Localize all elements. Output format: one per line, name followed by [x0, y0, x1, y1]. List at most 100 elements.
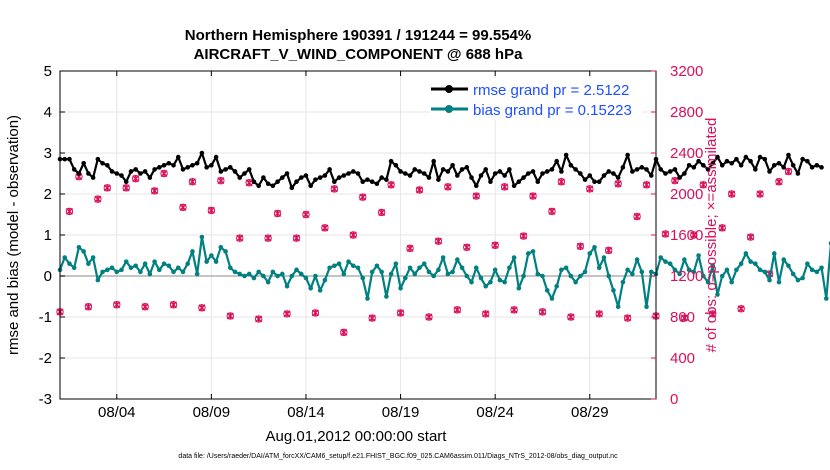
bias-point — [412, 271, 418, 277]
rmse-point — [696, 158, 701, 164]
bias-point — [469, 279, 474, 285]
rmse-point — [95, 156, 101, 162]
rmse-point — [525, 171, 531, 176]
rmse-point — [568, 163, 574, 168]
bias-point — [620, 279, 626, 285]
bias-point — [511, 255, 517, 260]
rmse-point — [776, 160, 782, 166]
legend-box — [430, 78, 642, 120]
rmse-point — [658, 167, 664, 172]
bias-point — [502, 279, 507, 285]
rmse-point — [426, 175, 432, 180]
bias-point — [748, 259, 753, 264]
bias-point — [100, 269, 105, 275]
bias-point — [488, 279, 493, 285]
rmse-point — [677, 175, 682, 180]
obs-assimilated-marker — [690, 231, 698, 239]
left-tick-label: 2 — [44, 186, 52, 203]
rmse-point — [374, 181, 380, 187]
rmse-point — [284, 171, 290, 176]
obs-assimilated-marker — [472, 192, 480, 200]
bias-point — [776, 279, 782, 285]
rmse-point — [308, 183, 313, 189]
obs-assimilated-marker — [160, 170, 168, 177]
bias-point — [521, 273, 526, 279]
grid-layer — [60, 70, 656, 400]
bias-point — [62, 255, 68, 260]
obs-assimilated-marker — [311, 309, 319, 317]
rmse-point — [256, 183, 261, 189]
bias-point — [289, 273, 295, 279]
bias-point — [710, 263, 716, 269]
bias-point — [109, 265, 115, 271]
obs-assimilated-marker — [671, 177, 679, 185]
obs-assimilated-marker — [529, 192, 537, 200]
rmse-point — [800, 156, 805, 162]
rmse-point — [341, 173, 347, 178]
obs-assimilated-marker — [65, 207, 73, 215]
bias-point — [332, 263, 337, 269]
bias-point — [573, 279, 578, 285]
legend-rmse-label: rmse grand pr = 2.5122 — [473, 82, 629, 99]
rmse-point — [332, 179, 337, 184]
rmse-point — [615, 175, 621, 180]
rmse-point — [270, 183, 276, 189]
bias-point — [341, 271, 347, 277]
bias-point — [369, 269, 375, 275]
bias-point — [805, 261, 810, 267]
bias-point — [549, 296, 555, 301]
bias-point — [455, 257, 460, 262]
bias-point — [313, 273, 318, 279]
rmse-point — [786, 152, 791, 158]
rmse-point — [805, 158, 810, 164]
rmse-point — [819, 165, 824, 170]
rmse-point — [814, 163, 820, 168]
rmse-point — [199, 150, 205, 156]
bias-point — [105, 267, 110, 273]
rmse-point — [578, 171, 583, 176]
bias-point — [379, 269, 384, 275]
obs-assimilated-marker — [141, 303, 149, 311]
rmse-point — [175, 154, 181, 160]
obs-assimilated-marker — [340, 328, 348, 336]
rmse-point — [611, 171, 616, 176]
bias-point — [138, 269, 143, 275]
bias-point — [677, 271, 682, 277]
rmse-point — [190, 163, 195, 168]
bias-point — [204, 259, 209, 264]
bias-point — [393, 261, 399, 267]
x-tick-label: 08/14 — [287, 404, 325, 421]
rmse-point — [86, 171, 91, 176]
bias-point — [771, 251, 777, 256]
obs-assimilated-marker — [255, 315, 263, 323]
rmse-point — [379, 175, 384, 180]
rmse-point — [559, 169, 564, 174]
bias-point — [473, 265, 479, 271]
bias-point — [90, 255, 96, 260]
obs-assimilated-marker — [387, 181, 395, 189]
rmse-point — [76, 171, 82, 176]
right-tick-label: 1600 — [670, 227, 703, 244]
obs-assimilated-marker — [406, 244, 414, 252]
bias-point — [270, 269, 276, 275]
rmse-point — [71, 167, 77, 172]
obs-assimilated-marker — [709, 310, 717, 318]
rmse-point — [445, 169, 451, 174]
bias-point — [398, 286, 403, 291]
bias-point — [578, 273, 583, 279]
rmse-point — [809, 165, 815, 170]
obs-assimilated-marker — [614, 180, 622, 188]
bias-point — [606, 273, 611, 279]
obs-assimilated-marker — [747, 233, 755, 241]
bias-line — [58, 235, 830, 308]
bias-point — [350, 263, 356, 269]
rmse-point — [436, 177, 441, 182]
bias-point — [67, 261, 72, 267]
rmse-point — [639, 165, 645, 170]
obs-assimilated-marker — [661, 230, 669, 238]
bias-point — [175, 265, 181, 271]
rmse-point — [227, 165, 233, 170]
rmse-point — [123, 179, 129, 184]
rmse-point — [450, 163, 455, 168]
bias-point — [294, 267, 299, 273]
